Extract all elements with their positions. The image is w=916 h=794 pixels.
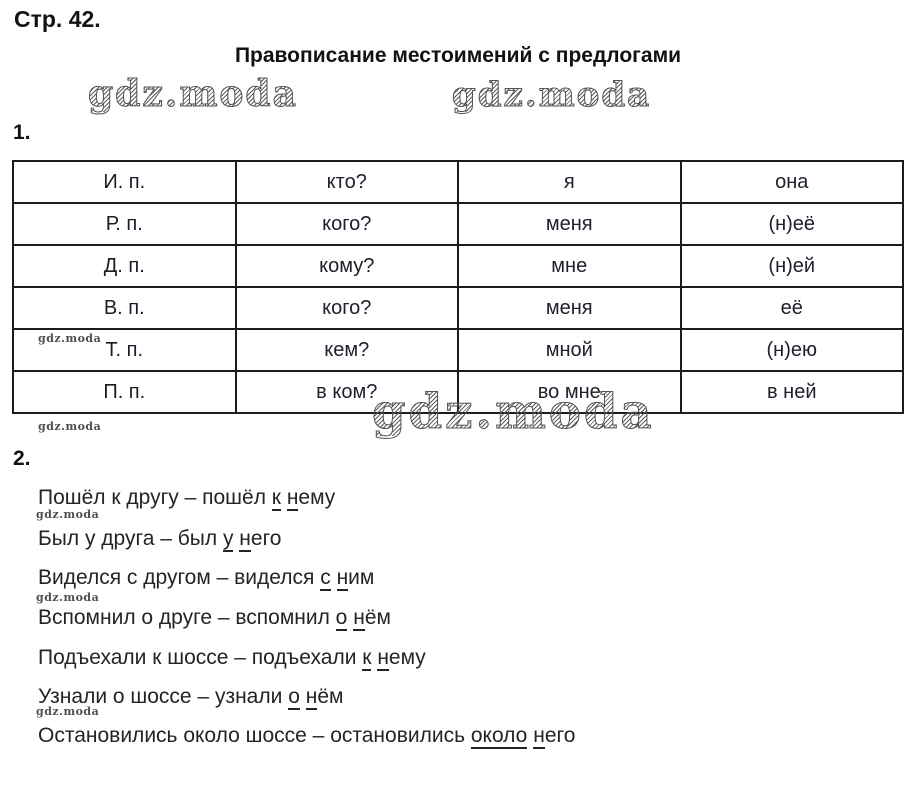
cell-third-person: (н)ей — [679, 244, 904, 288]
section-2-label: 2. — [13, 447, 31, 470]
table-row: В. п. кого? меня её — [12, 286, 904, 330]
line-text: Виделся с другом – виделся — [38, 566, 321, 589]
line-text-tail: ём — [317, 685, 344, 708]
line-text-tail: ему — [298, 486, 336, 509]
cell-first-person: меня — [457, 202, 682, 246]
line-text: Остановились около шоссе – остановились — [38, 724, 471, 747]
table-row: Р. п. кого? меня (н)её — [12, 202, 904, 246]
underlined-letter: н — [286, 486, 299, 511]
cell-first-person: я — [457, 160, 682, 204]
exercise-line-2: Был у друга – был у него — [38, 526, 282, 552]
cell-case: И. п. — [12, 160, 237, 204]
underlined-letter: н — [377, 646, 389, 671]
exercise-line-4: Вспомнил о друге – вспомнил о нём — [38, 605, 391, 631]
table-row: Т. п. кем? мной (н)ею — [12, 328, 904, 372]
cell-question: кого? — [234, 202, 459, 246]
underlined-preposition: к — [362, 646, 372, 671]
cell-third-person: её — [679, 286, 904, 330]
watermark-gdz-moda-small: gdz.moda — [36, 508, 100, 521]
table-row: П. п. в ком? во мне в ней — [12, 370, 904, 414]
watermark-gdz-moda: gdz.moda — [451, 75, 652, 115]
underlined-letter: н — [353, 606, 365, 631]
cell-case: Р. п. — [12, 202, 237, 246]
cell-case: Д. п. — [12, 244, 237, 288]
line-text: Вспомнил о друге – вспомнил — [38, 606, 336, 629]
exercise-line-7: Остановились около шоссе – остановились … — [38, 723, 576, 749]
cell-third-person: (н)её — [679, 202, 904, 246]
word-space — [281, 486, 287, 509]
word-space — [300, 685, 306, 708]
watermark-gdz-moda-small: gdz.moda — [36, 591, 100, 604]
line-text: Подъехали к шоссе – подъехали — [38, 646, 363, 669]
underlined-letter: н — [336, 566, 349, 591]
exercise-line-1: Пошёл к другу – пошёл к нему — [38, 485, 336, 511]
underlined-preposition: с — [320, 566, 331, 591]
section-1-label: 1. — [13, 121, 31, 144]
cell-third-person: в ней — [679, 370, 904, 414]
watermark-gdz-moda-small: gdz.moda — [36, 705, 100, 718]
watermark-gdz-moda-large: gdz.moda — [372, 384, 655, 440]
cell-question: в ком? — [234, 370, 459, 414]
watermark-gdz-moda-small: gdz.moda — [38, 420, 102, 433]
page-number-label: Стр. 42. — [14, 6, 101, 32]
underlined-preposition: о — [288, 685, 300, 710]
watermark-gdz-moda-small: gdz.moda — [38, 332, 102, 345]
line-text-tail: ём — [364, 606, 391, 629]
underlined-letter: н — [533, 724, 545, 749]
line-text-tail: им — [348, 566, 375, 589]
exercise-line-5: Подъехали к шоссе – подъехали к нему — [38, 645, 426, 671]
cell-question: кто? — [234, 160, 459, 204]
cell-question: кому? — [234, 244, 459, 288]
underlined-preposition: о — [335, 606, 348, 631]
cell-first-person: мне — [457, 244, 682, 288]
cell-question: кого? — [234, 286, 459, 330]
cell-case: П. п. — [12, 370, 237, 414]
table-row: Д. п. кому? мне (н)ей — [12, 244, 904, 288]
underlined-preposition: к — [271, 486, 281, 511]
line-text-tail: его — [544, 724, 576, 747]
line-text-tail: его — [250, 527, 282, 550]
cell-third-person: (н)ею — [679, 328, 904, 372]
word-space — [331, 566, 337, 589]
line-text: Узнали о шоссе – узнали — [38, 685, 289, 708]
cell-third-person: она — [679, 160, 904, 204]
cell-first-person: меня — [457, 286, 682, 330]
watermark-gdz-moda: gdz.moda — [88, 73, 298, 115]
underlined-preposition: у — [222, 527, 234, 552]
underlined-letter: н — [305, 685, 318, 710]
cell-case: Т. п. — [12, 328, 237, 372]
cell-case: В. п. — [12, 286, 237, 330]
underlined-letter: н — [239, 527, 251, 552]
pronoun-declension-table: И. п. кто? я она Р. п. кого? меня (н)её … — [12, 160, 904, 414]
cell-first-person: мной — [457, 328, 682, 372]
line-text-tail: ему — [388, 646, 426, 669]
line-text: Пошёл к другу – пошёл — [38, 486, 272, 509]
line-text: Был у друга – был — [38, 527, 223, 550]
table-row: И. п. кто? я она — [12, 160, 904, 204]
cell-first-person: во мне — [457, 370, 682, 414]
page-title: Правописание местоимений с предлогами — [234, 44, 682, 67]
exercise-line-6: Узнали о шоссе – узнали о нём — [38, 684, 344, 710]
underlined-preposition: около — [470, 724, 528, 749]
exercise-line-3: Виделся с другом – виделся с ним — [38, 565, 375, 591]
cell-question: кем? — [234, 328, 459, 372]
